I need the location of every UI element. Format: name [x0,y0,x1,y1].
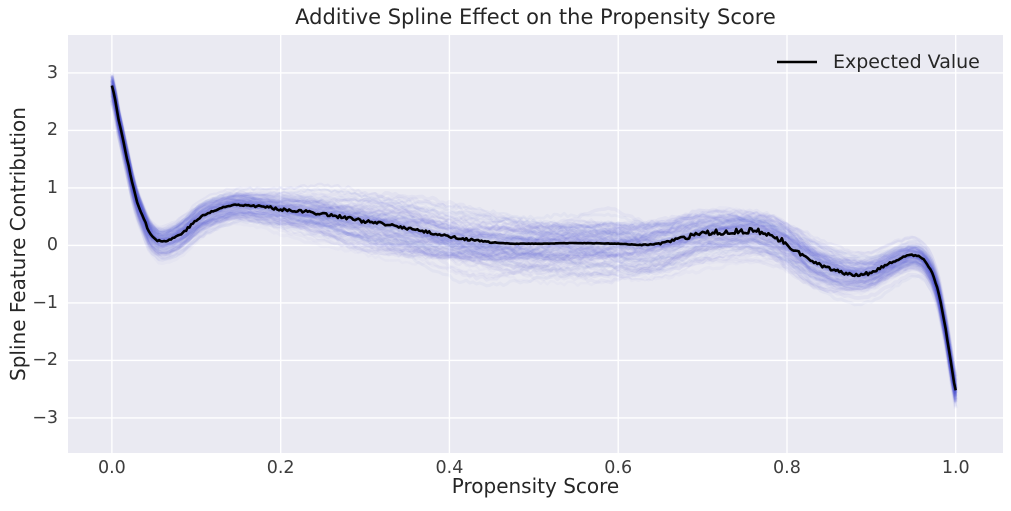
y-tick-label: −2 [32,350,58,371]
spline-sample-path [111,85,957,393]
y-tick-label: 3 [46,62,58,83]
spline-sample-path [110,81,957,383]
y-tick-label: 2 [46,120,58,141]
spline-sample-path [110,91,958,400]
y-tick-label: −1 [32,292,58,313]
y-tick-label: −3 [32,407,58,428]
x-tick-label: 0.0 [97,458,126,478]
x-tick-label: 0.4 [435,458,464,478]
spline-sample-path [110,74,957,387]
spline-sample-path [110,89,958,398]
x-tick-label: 0.8 [773,458,801,478]
spline-sample-path [110,93,958,397]
y-tick-label: 1 [46,177,58,198]
x-tick-label: 1.0 [941,458,970,478]
spline-sample-path [110,78,958,382]
chart-title: Additive Spline Effect on the Propensity… [295,5,776,29]
spline-sample-path [110,82,958,388]
spline-sample-path [110,86,958,402]
spline-sample-path [110,87,957,394]
spline-sample-path [110,85,958,390]
spline-sample-path [110,77,957,389]
legend-label: Expected Value [833,51,980,73]
spline-sample-path [110,89,958,398]
spline-sample-path [110,85,958,381]
spline-sample-path [110,78,957,390]
y-tick-label: 0 [46,235,58,256]
spline-sample-path [110,92,958,401]
spline-sample-path [110,83,958,393]
x-tick-label: 0.2 [266,458,295,478]
spline-sample-path [109,85,958,394]
spline-sample-path [110,94,957,407]
spline-sample-path [110,76,958,383]
spline-sample-path [110,98,957,400]
legend: Expected Value [776,49,980,75]
spline-sample-path [110,88,957,396]
spline-sample-path [110,91,957,396]
spline-sample-path [111,80,957,390]
spline-sample-path [110,95,957,401]
spline-sample-path [110,89,957,394]
spline-sample-path [110,79,958,387]
spline-sample-path [110,87,957,389]
spline-sample-path [110,74,957,374]
spline-sample-path [110,99,958,409]
spline-sample-path [110,73,958,390]
spline-sample-path [111,97,957,405]
spline-sample-path [110,95,958,395]
spline-sample-path [110,84,958,391]
spline-sample-path [110,88,957,403]
x-tick-label: 0.6 [604,458,633,478]
spline-sample-path [110,80,958,389]
spline-sample-path [110,103,958,407]
spline-sample-path [111,85,957,394]
spline-sample-path [110,93,958,389]
spline-sample-path [110,89,958,395]
spline-sample-path [110,74,958,379]
spline-sample-path [110,80,958,389]
spline-sample-path [110,85,958,381]
spline-sample-path [110,75,957,389]
spline-sample-path [110,90,958,395]
spline-sample-path [110,84,957,389]
spline-sample-path [110,90,958,396]
spline-sample-path [110,83,957,382]
spline-sample-path [110,75,958,389]
spline-sample-path [111,93,957,391]
spline-sample-path [110,98,958,403]
expected-value-line [110,85,957,391]
spline-sample-path [110,91,958,400]
spline-sample-path [111,90,957,392]
spline-sample-path [110,75,958,377]
spline-sample-path [111,88,957,388]
spline-sample-path [110,83,958,387]
spline-sample-path [110,79,957,377]
spline-sample-path [111,78,957,379]
spline-sample-path [110,75,958,387]
x-axis-label: Propensity Score [451,474,620,498]
spline-sample-path [110,99,958,403]
legend-line-icon [777,60,817,64]
spline-sample-path [111,76,957,390]
spline-sample-path [110,92,957,390]
